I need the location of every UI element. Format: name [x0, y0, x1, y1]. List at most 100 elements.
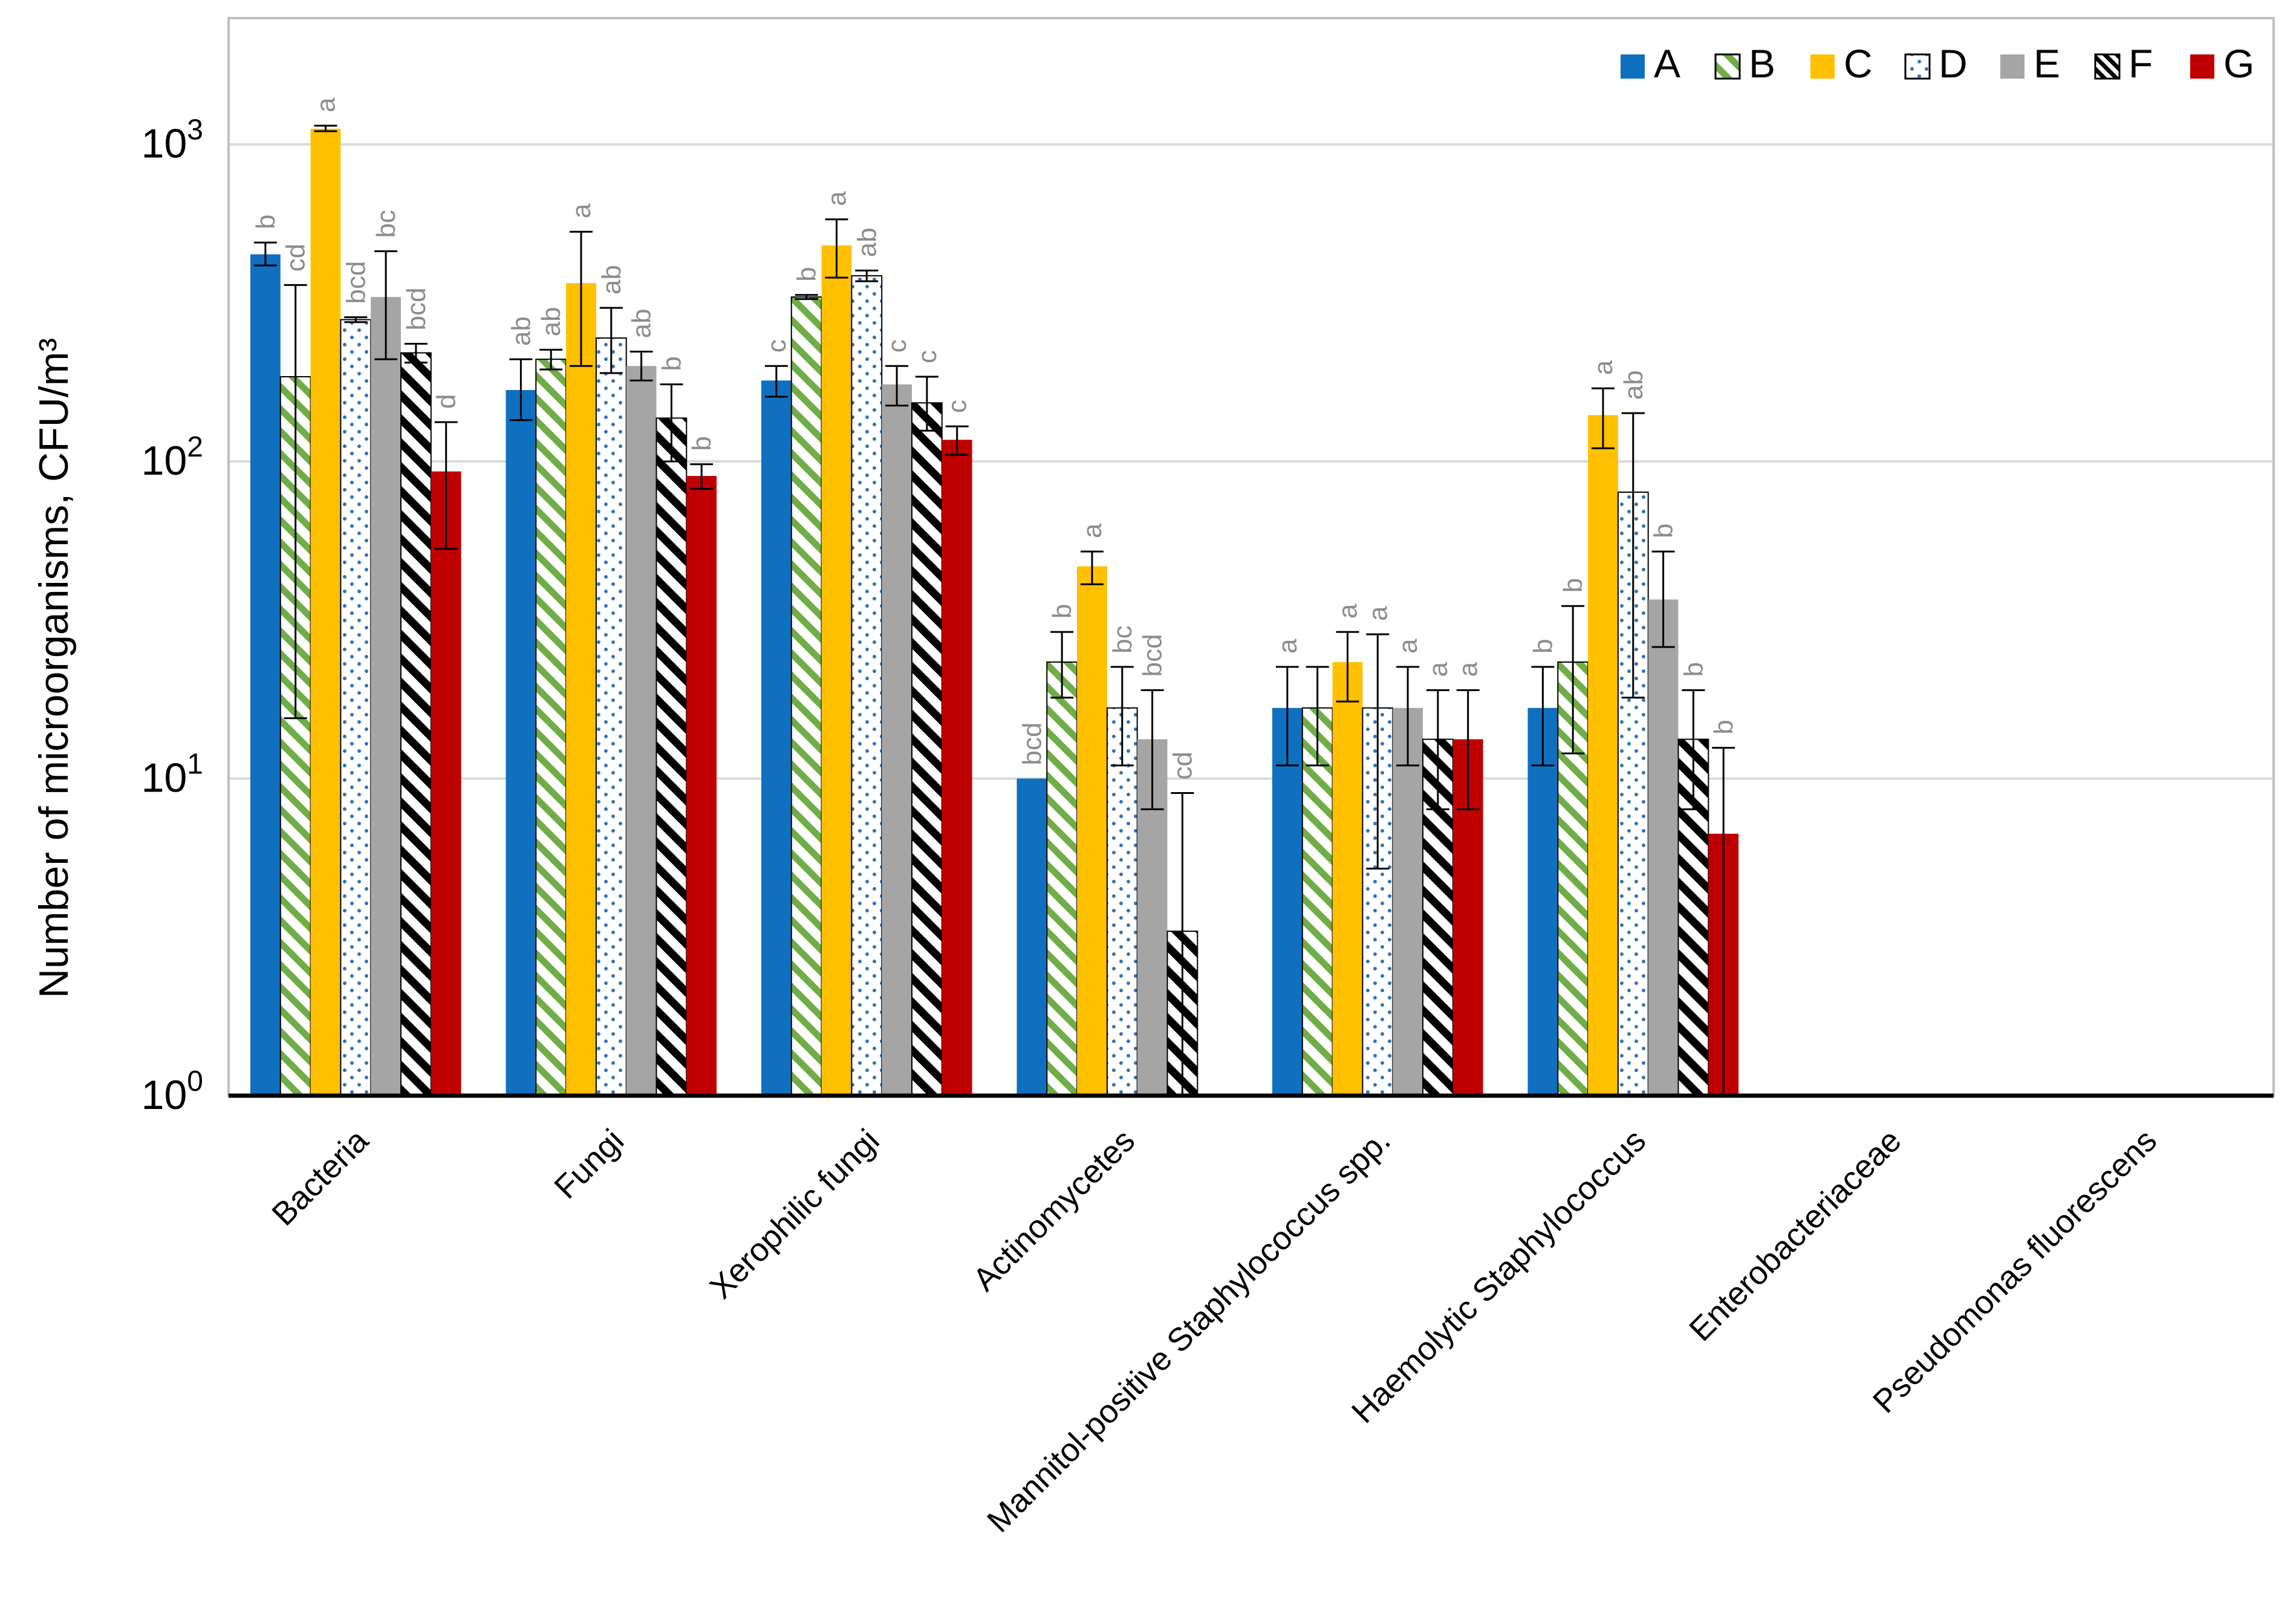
x-tick-label: Mannitol-positive Staphylococcus spp. [980, 1122, 1397, 1539]
significance-letter: bc [371, 210, 401, 238]
significance-letter: ab [1619, 370, 1648, 400]
legend-swatch-D [1904, 53, 1931, 80]
legend-swatch-A [1621, 54, 1645, 79]
legend: A B C D E F G [1621, 41, 2254, 86]
significance-letter: b [1047, 604, 1077, 619]
x-tick-label: Enterobacteriaceae [1682, 1122, 1908, 1348]
bar-B-3 [1046, 661, 1078, 1096]
y-tick-exponent: 0 [187, 1065, 203, 1097]
y-tick-exponent: 1 [187, 749, 203, 781]
significance-letter: bcd [1138, 634, 1168, 677]
bar-G-2 [941, 440, 972, 1096]
significance-letter: cd [1168, 752, 1197, 779]
significance-letter: a [1393, 639, 1423, 654]
axes [227, 17, 2275, 1098]
bars [250, 128, 1739, 1097]
bar-C-5 [1588, 415, 1618, 1096]
legend-swatch-C [1810, 54, 1835, 79]
significance-letter: a [1363, 606, 1393, 621]
bar-D-1 [595, 337, 627, 1096]
bar-F-2 [911, 402, 943, 1096]
y-tick-label: 102 [141, 431, 203, 484]
bar-E-0 [371, 297, 401, 1096]
bar-A-4 [1272, 707, 1302, 1096]
significance-letter: b [1558, 578, 1588, 593]
x-tick-labels: Bacteria Fungi Xerophilic fungi Actinomycet… [265, 1122, 2164, 1539]
significance-letter: b [251, 215, 281, 229]
legend-label-E: E [2034, 41, 2060, 86]
significance-letter: ab [852, 227, 882, 257]
bar-G-0 [431, 471, 461, 1096]
x-tick-label: Fungi [547, 1122, 631, 1206]
y-tick-base: 10 [141, 755, 187, 801]
significance-letter: d [432, 394, 461, 409]
legend-label-F: F [2129, 41, 2153, 86]
significance-letter: a [1078, 523, 1107, 538]
y-tick-label: 103 [141, 114, 203, 167]
significance-letter: b [1709, 720, 1738, 734]
x-tick-label: Bacteria [265, 1122, 376, 1232]
bar-D-2 [851, 275, 883, 1096]
bar-C-0 [310, 128, 341, 1096]
significance-letter: a [1423, 662, 1453, 677]
x-tick-label: Xerophilic fungi [703, 1122, 886, 1306]
y-tick-base: 10 [141, 1072, 187, 1118]
bar-B-1 [535, 359, 567, 1096]
bar-B-2 [790, 296, 822, 1096]
x-tick-label: Actinomycetes [966, 1122, 1142, 1298]
significance-letter: bcd [402, 288, 431, 331]
legend-label-C: C [1844, 41, 1873, 86]
bar-E-5 [1648, 599, 1679, 1096]
significance-letter: a [822, 191, 852, 206]
significance-letter: c [762, 339, 792, 353]
significance-letter: bc [1108, 625, 1137, 653]
significance-letter: c [943, 400, 972, 413]
legend-swatch-E [2000, 54, 2024, 79]
y-tick-base: 10 [141, 438, 187, 484]
legend-swatch-G [2190, 54, 2214, 79]
bar-C-4 [1332, 662, 1363, 1096]
bar-A-1 [506, 389, 536, 1096]
significance-letter: a [1273, 639, 1302, 654]
bar-D-0 [340, 319, 372, 1096]
bar-C-1 [566, 283, 596, 1096]
bar-E-2 [882, 384, 912, 1096]
bar-F-1 [655, 417, 688, 1096]
legend-swatch-F [2094, 53, 2121, 80]
legend-label-G: G [2223, 41, 2254, 86]
bar-E-4 [1393, 707, 1423, 1096]
significance-letter: bcd [1017, 723, 1047, 766]
significance-letter: ab [506, 316, 536, 346]
significance-letter: a [311, 97, 341, 112]
bar-F-0 [400, 352, 432, 1096]
bar-E-1 [626, 366, 657, 1096]
significance-letter: c [882, 339, 912, 353]
legend-label-A: A [1654, 41, 1680, 86]
significance-letter: ab [597, 265, 626, 294]
bar-A-3 [1016, 778, 1047, 1096]
y-tick-base: 10 [141, 121, 187, 167]
significance-letter: ab [627, 309, 657, 339]
x-tick-label: Haemolytic Staphylococcus [1345, 1122, 1653, 1430]
significance-letter: c [912, 350, 942, 363]
significance-letter: b [657, 356, 686, 371]
y-tick-label: 101 [141, 749, 203, 801]
x-tick-label: Pseudomonas fluorescens [1866, 1122, 2164, 1420]
y-tick-label: 100 [141, 1065, 203, 1118]
bar-G-1 [686, 476, 717, 1096]
significance-letter: b [1679, 662, 1708, 677]
significance-letter: a [1454, 662, 1483, 677]
significance-letter: a [1589, 360, 1618, 375]
legend-label-D: D [1939, 41, 1968, 86]
error-bars [253, 125, 1735, 1097]
significance-letter: a [1333, 603, 1363, 619]
significance-letter: b [792, 267, 822, 281]
bar-A-0 [250, 254, 281, 1096]
legend-label-B: B [1749, 41, 1775, 86]
y-tick-exponent: 2 [187, 431, 203, 463]
bar-C-3 [1077, 566, 1107, 1096]
bar-A-2 [761, 380, 792, 1096]
